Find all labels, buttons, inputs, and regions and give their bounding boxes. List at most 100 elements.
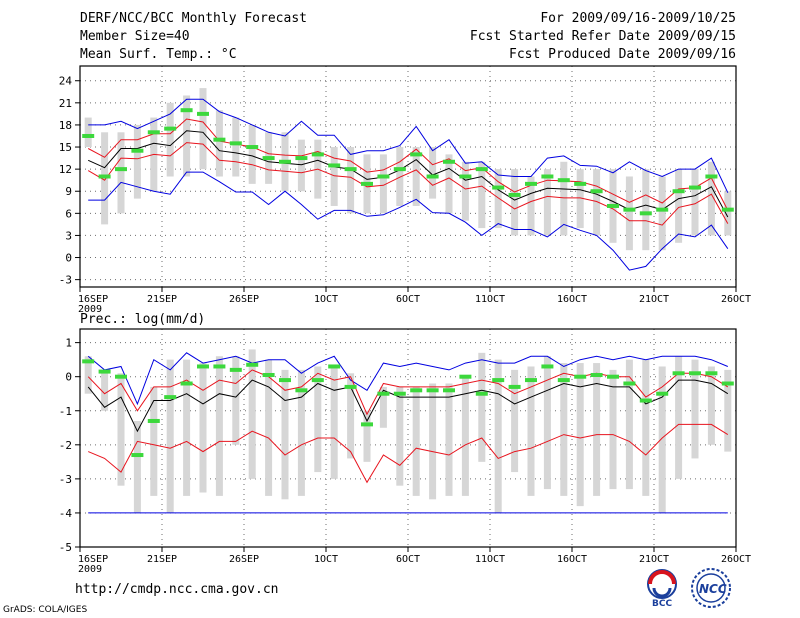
variable-label: Mean Surf. Temp.: °C [80, 47, 237, 62]
temp-bar-6 [183, 95, 191, 177]
temp-median-marker-6 [180, 108, 193, 113]
prec-bar-11 [265, 359, 273, 496]
temp-ytick-label-9: 24 [59, 75, 73, 88]
temp-ytick-label-7: 18 [59, 119, 72, 132]
temp-bar-25 [494, 169, 502, 229]
temp-median-marker-27 [525, 181, 537, 186]
temp-bar-15 [330, 147, 338, 206]
prec-bar-33 [625, 359, 633, 490]
temp-median-marker-4 [147, 130, 160, 135]
temp-median-marker-9 [229, 141, 242, 146]
prec-median-marker-11 [262, 372, 275, 377]
prec-xtick-label-3: 1OCT [314, 554, 338, 565]
bcc-logo-text: BCC [652, 599, 672, 609]
temp-lower-sd-line [87, 142, 729, 226]
prec-bar-14 [314, 366, 322, 473]
temp-median-marker-26 [508, 192, 521, 197]
prec-median-marker-10 [246, 362, 259, 367]
bcc-logo: BCC [647, 569, 677, 609]
prec-ytick-label-6: 1 [65, 337, 72, 350]
prec-bar-13 [297, 369, 305, 496]
prec-upper-sd-line [87, 369, 729, 416]
prec-bar-26 [511, 369, 519, 473]
prec-ytick-label-5: 0 [65, 371, 72, 384]
temp-ytick-label-3: 6 [65, 207, 72, 220]
prec-median-marker-1 [98, 369, 111, 374]
prec-median-marker-3 [131, 453, 144, 458]
prec-bar-19 [396, 386, 404, 486]
prec-median-marker-17 [361, 422, 373, 427]
temp-bar-5 [166, 102, 174, 177]
temp-median-marker-25 [492, 185, 505, 190]
grads-credit: GrADS: COLA/IGES [3, 605, 88, 615]
temp-bar-38 [707, 161, 715, 236]
temp-bar-34 [642, 169, 650, 251]
prec-median-marker-22 [443, 388, 455, 393]
prec-bar-37 [691, 359, 699, 459]
temp-bar-2 [117, 132, 125, 214]
prec-bar-18 [379, 386, 387, 428]
temp-median-marker-1 [98, 174, 111, 179]
temp-bar-37 [691, 169, 699, 236]
temp-median-marker-8 [213, 137, 226, 142]
prec-median-marker-30 [574, 374, 587, 379]
prec-ytick-label-3: -2 [59, 439, 72, 452]
temp-bar-26 [511, 169, 519, 236]
temp-mean-line [87, 130, 729, 218]
temp-bar-20 [412, 147, 420, 206]
temp-xtick-label-0: 16SEP [78, 294, 108, 305]
source-url[interactable]: http://cmdp.ncc.cma.gov.cn [75, 582, 279, 597]
prec-bar-35 [658, 366, 666, 513]
temp-median-marker-12 [279, 159, 291, 164]
prec-median-marker-2 [115, 374, 127, 379]
prec-median-marker-39 [721, 381, 734, 386]
temp-ytick-label-1: 0 [65, 252, 72, 265]
prec-bar-3 [133, 420, 141, 513]
temp-xtick-label-2: 26SEP [229, 294, 259, 305]
prec-bar-38 [707, 366, 715, 445]
temp-median-marker-0 [82, 133, 95, 138]
prec-median-marker-4 [147, 418, 160, 423]
temp-ytick-label-5: 12 [59, 163, 72, 176]
temp-median-marker-11 [262, 156, 275, 161]
prec-max-line [87, 352, 728, 406]
temp-ytick-label-8: 21 [59, 97, 72, 110]
temp-median-marker-38 [705, 174, 718, 179]
ncc-logo-text: NCC [699, 582, 727, 596]
temp-median-marker-36 [672, 189, 685, 194]
prec-bar-31 [593, 363, 601, 496]
prec-bar-39 [724, 369, 732, 452]
temp-bar-18 [379, 154, 387, 214]
temp-bar-16 [347, 147, 355, 214]
prec-median-marker-16 [344, 384, 357, 389]
temp-median-marker-34 [639, 211, 652, 216]
temp-median-marker-30 [574, 181, 587, 186]
temp-median-marker-39 [721, 207, 734, 212]
temp-bar-3 [133, 124, 141, 199]
temp-median-marker-20 [410, 152, 423, 157]
prec-bar-9 [232, 356, 240, 445]
temp-bar-10 [248, 124, 256, 184]
prec-xtick-label-1: 21SEP [147, 554, 177, 565]
prec-xtick-year-label: 2009 [78, 564, 102, 575]
prec-bar-4 [150, 386, 158, 496]
temp-bar-23 [461, 161, 469, 221]
temp-median-marker-22 [443, 159, 455, 164]
started-refer-date-label: Fcst Started Refer Date 2009/09/15 [469, 29, 736, 44]
temp-bar-39 [724, 191, 732, 236]
prec-median-marker-24 [475, 391, 488, 396]
temp-median-marker-24 [475, 167, 488, 172]
temp-bar-8 [215, 110, 223, 177]
temp-upper-sd-line [87, 118, 729, 211]
temp-ytick-label-2: 3 [65, 229, 72, 242]
prec-xtick-label-2: 26SEP [229, 554, 259, 565]
prec-bar-25 [494, 359, 502, 513]
ncc-logo: NCC [691, 568, 731, 608]
prec-median-marker-26 [508, 384, 521, 389]
temp-bar-33 [625, 176, 633, 251]
forecast-period-label: For 2009/09/16-2009/10/25 [540, 11, 736, 26]
temp-bar-31 [593, 169, 601, 236]
temp-median-marker-2 [115, 167, 127, 172]
temp-median-marker-14 [311, 152, 324, 157]
prec-bar-29 [560, 363, 568, 496]
